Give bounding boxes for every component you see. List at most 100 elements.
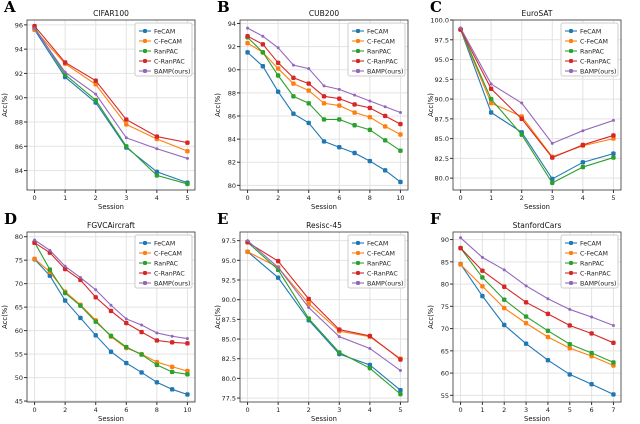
legend-label: FeCAM [580, 28, 601, 35]
y-axis-label: Acc(%) [1, 93, 9, 117]
y-tick-label: 80 [228, 182, 236, 190]
legend-marker [356, 39, 360, 43]
data-point [307, 306, 311, 310]
legend-label: BAMP(ours) [580, 280, 616, 287]
chart-title: EuroSAT [521, 9, 552, 18]
data-point [352, 150, 357, 156]
panel-letter: D [4, 210, 18, 228]
y-tick-label: 88 [15, 119, 23, 127]
x-tick-label: 4 [94, 406, 98, 414]
data-point [245, 249, 250, 254]
data-point [154, 338, 160, 343]
data-point [502, 297, 507, 302]
data-point [185, 148, 190, 154]
data-point [520, 101, 524, 105]
data-point [337, 87, 341, 91]
data-point [275, 89, 281, 94]
data-point [523, 321, 529, 326]
data-point [169, 369, 175, 375]
legend-marker [569, 69, 573, 73]
x-axis-label: Session [524, 203, 550, 211]
x-tick-label: 10 [183, 406, 191, 414]
y-tick-label: 55 [15, 351, 23, 359]
data-point [523, 341, 529, 346]
data-point [480, 275, 485, 280]
series-line [460, 247, 614, 344]
x-tick-label: 0 [458, 406, 462, 414]
data-point [47, 267, 53, 272]
legend-label: FeCAM [367, 240, 388, 247]
data-point [337, 117, 342, 122]
data-point [458, 262, 463, 267]
legend-marker [569, 261, 573, 265]
legend-marker [569, 251, 573, 255]
series-line [460, 29, 614, 159]
legend: FeCAM C-FeCAM RanPAC C-RanPAC BAMP(ours) [560, 234, 619, 289]
data-point [261, 34, 265, 38]
data-point [458, 245, 463, 251]
series-bamp-ours- [459, 236, 615, 327]
x-tick-label: 2 [63, 406, 67, 414]
x-tick-label: 4 [546, 406, 550, 414]
y-tick-label: 75 [15, 257, 23, 265]
data-point [246, 26, 250, 30]
data-point [321, 94, 327, 99]
data-point [611, 151, 616, 156]
y-tick-label: 90.0 [222, 296, 236, 304]
data-point [93, 78, 98, 83]
series-line [460, 29, 614, 184]
y-tick-label: 82 [228, 159, 236, 167]
legend-label: FeCAM [367, 28, 388, 35]
y-tick-label: 84 [228, 136, 236, 144]
data-point [337, 103, 342, 108]
plot-frame [452, 19, 622, 191]
data-point [550, 141, 554, 145]
series-line [460, 29, 614, 158]
x-tick-label: 5 [398, 406, 402, 414]
y-tick-label: 82.5 [222, 355, 236, 363]
data-point [382, 138, 388, 143]
x-tick-label: 1 [489, 194, 493, 202]
y-tick-label: 85 [441, 258, 449, 266]
data-point [154, 380, 160, 385]
y-tick-label: 96 [15, 21, 23, 29]
series-line [34, 29, 188, 152]
x-tick-label: 5 [568, 406, 572, 414]
data-point [368, 99, 372, 103]
data-point [291, 75, 296, 81]
y-tick-label: 80 [441, 281, 449, 289]
chart-title: FGVCAircraft [87, 221, 135, 230]
data-point [291, 94, 296, 99]
legend-label: FeCAM [154, 240, 175, 247]
legend-marker [143, 69, 147, 73]
legend: FeCAM C-FeCAM RanPAC C-RanPAC BAMP(ours) [347, 234, 406, 289]
chart-svg: 80 82 84 86 88 90 92 94 0 2 4 6 8 10 CUB200 Session Acc(… [214, 9, 409, 211]
series-c-ranpac [32, 23, 190, 145]
data-point [93, 333, 98, 338]
legend-marker [143, 59, 147, 63]
data-point [291, 63, 295, 67]
data-point [567, 345, 572, 351]
data-point [321, 101, 327, 106]
series-line [460, 264, 614, 367]
data-point [185, 392, 190, 397]
data-point [567, 323, 572, 328]
data-point [169, 387, 175, 392]
series-c-ranpac [245, 33, 403, 127]
series-c-fecam [245, 40, 403, 137]
legend-label: RanPAC [367, 260, 392, 267]
legend-box [560, 234, 619, 289]
y-tick-label: 80.0 [435, 175, 449, 183]
plot-frame [26, 19, 196, 191]
y-tick-label: 94 [15, 46, 23, 54]
x-axis-label: Session [98, 415, 124, 423]
x-tick-label: 5 [185, 194, 189, 202]
data-point [154, 362, 160, 368]
data-point [480, 284, 485, 289]
chart-panel-f: F 55 60 65 70 75 80 85 90 0 1 2 3 4 5 6 7 StanfordCars Ses… [426, 210, 639, 424]
data-point [337, 335, 341, 339]
data-point [33, 27, 37, 30]
data-point [382, 124, 388, 129]
y-tick-label: 95.0 [222, 257, 236, 265]
data-point [611, 340, 616, 346]
